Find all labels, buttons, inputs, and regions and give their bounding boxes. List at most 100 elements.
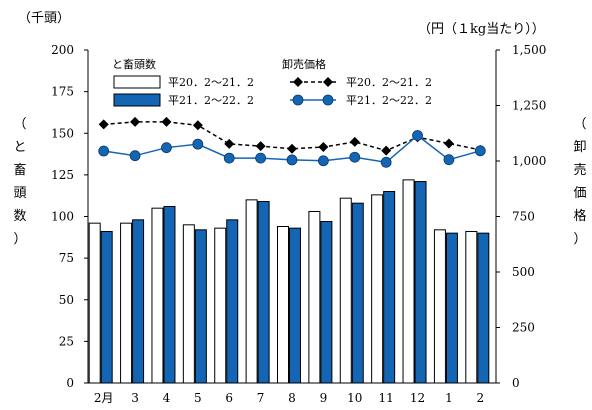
left-axis-label-char: 数 — [13, 209, 26, 224]
line-point-1 — [98, 119, 109, 130]
bar-1 — [151, 207, 164, 384]
legend: と畜頭数 卸売価格 平20．2～21．2 平21．2～22．2 平20．2～21… — [112, 57, 432, 107]
x-tick-label: 3 — [131, 391, 139, 405]
bar-2 — [194, 229, 207, 384]
line-legend-marker-2 — [322, 94, 334, 106]
bar-2 — [226, 219, 239, 384]
x-tick-label: 5 — [194, 391, 202, 405]
line-point-2 — [192, 138, 204, 150]
right-axis-label-char: 売 — [573, 162, 586, 178]
line-point-2 — [443, 154, 455, 166]
bar-1 — [371, 194, 384, 384]
bar-1 — [308, 211, 321, 384]
left-tick-label: 125 — [51, 168, 74, 182]
bar-1 — [277, 225, 289, 384]
left-tick-label: 200 — [51, 43, 74, 57]
line-point-1 — [224, 138, 235, 149]
right-axis-unit: （円（１kg当たり）） — [418, 22, 545, 37]
left-axis-label-char: 頭 — [13, 186, 26, 201]
x-tick-label: 7 — [257, 391, 265, 405]
right-axis-label-char: ） — [573, 232, 586, 247]
bar-1 — [214, 227, 227, 384]
right-tick-label: 750 — [512, 210, 535, 224]
line-point-2 — [412, 130, 423, 141]
bar-2 — [414, 181, 427, 384]
x-tick-label: 2 — [476, 391, 484, 405]
bar-legend-label-2: 平21．2～22．2 — [168, 94, 254, 107]
bar-1 — [88, 222, 101, 384]
bar-2 — [132, 219, 145, 384]
x-tick-label: 2月 — [94, 391, 114, 405]
line-legend-title: 卸売価格 — [282, 57, 326, 71]
line-legend-marker-1 — [323, 77, 333, 87]
left-axis-label-char: 畜 — [13, 162, 26, 178]
x-tick-label: 1 — [445, 391, 453, 405]
left-tick-label: 175 — [51, 85, 74, 99]
left-tick-label: 25 — [59, 334, 74, 348]
right-tick-label: 1,000 — [512, 154, 546, 168]
bar-1 — [245, 199, 258, 384]
bar-2 — [351, 202, 364, 384]
x-tick-label: 9 — [320, 391, 328, 405]
left-tick-label: 150 — [51, 126, 74, 140]
right-tick-label: 0 — [512, 376, 520, 390]
line-point-1 — [381, 145, 392, 156]
x-tick-label: 10 — [347, 391, 362, 405]
line-point-2 — [380, 156, 392, 168]
bar-2 — [289, 227, 301, 384]
right-axis-label-char: 卸 — [573, 139, 586, 155]
line-point-1 — [255, 141, 266, 152]
bar-1 — [182, 224, 195, 384]
bar-legend-swatch-2 — [113, 93, 161, 107]
line-point-2 — [223, 152, 235, 164]
right-axis-label-char: （ — [573, 117, 586, 132]
left-axis-label-char: （ — [13, 117, 26, 132]
line-point-1 — [192, 120, 203, 131]
right-tick-label: 1,250 — [512, 99, 546, 113]
right-tick-label: 1,500 — [512, 43, 546, 57]
bar-2 — [445, 232, 458, 384]
left-tick-label: 75 — [59, 251, 74, 265]
bars-layer — [88, 179, 490, 384]
x-tick-label: 6 — [225, 391, 233, 405]
line-point-2 — [349, 151, 361, 163]
line-point-1 — [443, 138, 454, 149]
line-legend-marker-2 — [292, 94, 304, 106]
bar-1 — [402, 179, 415, 384]
axes-layer: 025507510012515017520002505007501,0001,2… — [13, 43, 586, 405]
line-point-1 — [349, 136, 360, 147]
right-tick-label: 500 — [512, 265, 535, 279]
left-axis-label-char: と — [13, 140, 26, 155]
line-point-2 — [161, 142, 172, 154]
line-point-1 — [130, 116, 141, 127]
bar-1 — [433, 229, 446, 384]
bar-1 — [339, 197, 352, 384]
left-tick-label: 100 — [51, 210, 74, 224]
left-tick-label: 0 — [66, 376, 74, 390]
right-tick-label: 250 — [512, 321, 535, 335]
bar-legend-title: と畜頭数 — [112, 57, 156, 71]
left-tick-label: 50 — [59, 293, 74, 307]
line-point-2 — [129, 150, 141, 162]
line-point-2 — [255, 152, 267, 164]
bar-legend-label-1: 平20．2～21．2 — [168, 76, 254, 89]
line-point-1 — [318, 142, 329, 153]
bar-1 — [465, 230, 478, 384]
bar-2 — [477, 232, 490, 384]
left-axis-unit: （千頭） — [18, 11, 70, 26]
bar-2 — [163, 206, 176, 384]
x-tick-label: 11 — [379, 391, 394, 405]
bar-legend-swatch-1 — [113, 75, 161, 89]
bar-2 — [383, 191, 396, 384]
line-point-1 — [287, 143, 297, 154]
x-tick-label: 8 — [288, 391, 296, 405]
line-legend-label-2: 平21．2～22．2 — [346, 94, 432, 107]
line-legend-label-1: 平20．2～21．2 — [346, 76, 432, 89]
x-tick-label: 12 — [410, 391, 425, 405]
line-point-1 — [161, 116, 172, 127]
x-tick-label: 4 — [163, 391, 171, 405]
line-point-2 — [317, 155, 329, 167]
right-axis-label-char: 格 — [573, 208, 586, 224]
lines-layer — [98, 116, 486, 168]
